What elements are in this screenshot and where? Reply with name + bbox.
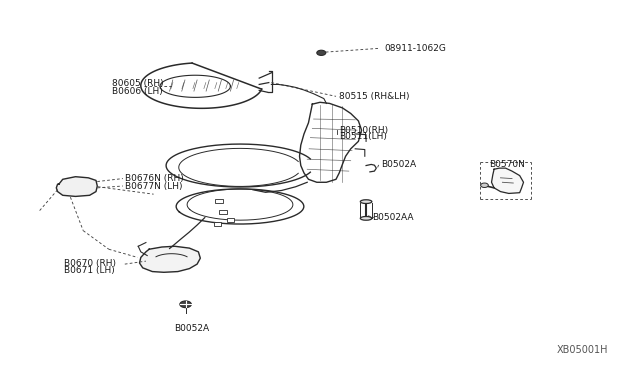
Ellipse shape	[360, 200, 372, 203]
Text: 80605 (RH): 80605 (RH)	[112, 79, 164, 88]
Text: B0676N (RH): B0676N (RH)	[125, 174, 184, 183]
Text: B0606 (LH): B0606 (LH)	[112, 87, 163, 96]
Text: B0052A: B0052A	[175, 324, 209, 333]
Text: B0511(LH): B0511(LH)	[339, 132, 387, 141]
Ellipse shape	[360, 217, 372, 220]
Text: B0570N: B0570N	[490, 160, 525, 169]
Bar	[219, 210, 227, 214]
Text: 08911-1062G: 08911-1062G	[384, 44, 446, 53]
Circle shape	[481, 183, 488, 187]
Text: B0502A: B0502A	[381, 160, 416, 169]
Bar	[214, 222, 221, 226]
Polygon shape	[56, 177, 97, 196]
Text: B0670 (RH): B0670 (RH)	[64, 259, 116, 268]
Bar	[215, 199, 223, 203]
Circle shape	[180, 301, 191, 308]
Text: XB05001H: XB05001H	[557, 345, 608, 355]
Text: B0510(RH): B0510(RH)	[339, 126, 388, 135]
Text: B0677N (LH): B0677N (LH)	[125, 182, 182, 190]
Circle shape	[317, 50, 326, 55]
Text: B0502AA: B0502AA	[372, 213, 414, 222]
Text: 80515 (RH&LH): 80515 (RH&LH)	[339, 92, 410, 101]
Bar	[227, 218, 234, 222]
Polygon shape	[492, 168, 524, 193]
Text: B0671 (LH): B0671 (LH)	[64, 266, 115, 275]
Polygon shape	[140, 246, 200, 272]
